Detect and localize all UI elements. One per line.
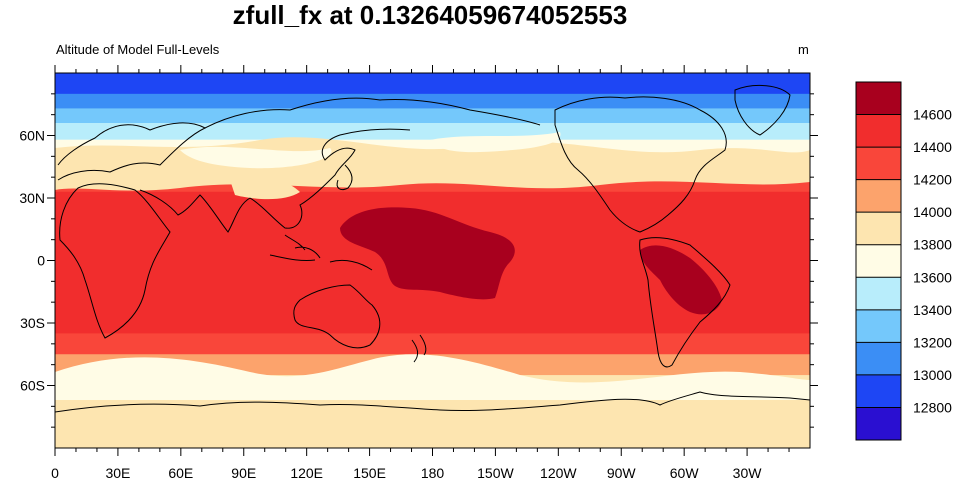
colorbar-swatch [856,114,901,148]
lon-tick-label: 30W [733,465,763,481]
coast-australia [293,284,381,349]
field-band-11 [55,395,810,448]
lon-tick-label: 90W [607,465,637,481]
lat-tick-label: 60S [20,378,45,394]
colorbar-swatch [856,342,901,376]
lon-tick-label: 60W [670,465,700,481]
colorbar-label: 14000 [913,204,952,220]
coast-east-asia [249,128,411,229]
colorbar-swatch [856,82,901,115]
colorbar-label: 14400 [913,139,952,155]
lon-tick-label: 120W [540,465,577,481]
lon-tick-label: 90E [231,465,256,481]
map-title: zfull_fx at 0.13264059674052553 [232,0,628,30]
coast-antarctica [55,391,810,413]
field-band-1 [55,93,810,109]
sh-white-blob [402,358,448,379]
lon-tick-label: 60E [168,465,193,481]
field-band-2 [55,108,810,124]
coast-new-zealand [411,334,427,363]
field-band-0 [55,73,810,95]
field-band-8 [55,333,810,355]
coast-europe [57,122,207,181]
colorbar-label: 12800 [913,399,952,415]
colorbar-swatch [856,374,901,408]
colorbar-swatch [856,147,901,180]
colorbar-swatch [856,212,901,246]
variable-long-name: Altitude of Model Full-Levels [56,42,220,57]
asia-cream-bump [230,175,300,200]
colorbar-swatch [856,244,901,278]
colorbar-label: 13800 [913,237,952,253]
lon-tick-label: 0 [51,465,59,481]
colorbar: 12800 13000 13200 13400 13600 13800 14000 14200… [855,81,952,441]
field-band-3 [55,123,810,141]
coast-south-america [639,237,731,368]
lon-tick-label: 30E [105,465,130,481]
units-label: m [798,42,809,57]
colorbar-label: 14200 [913,172,952,188]
sh-white-blob-2 [300,380,400,396]
colorbar-label: 13000 [913,367,952,383]
colorbar-label: 13600 [913,269,952,285]
colorbar-label: 14600 [913,107,952,123]
coast-arabia-india [139,189,251,233]
lon-tick-label: 150E [353,465,386,481]
lat-tick-label: 0 [37,253,45,269]
coast-arctic-asia [204,97,541,129]
coast-indonesia [269,234,373,271]
nh-white-patches [180,132,561,169]
lon-tick-label: 150W [477,465,514,481]
lat-tick-label: 30S [20,315,45,331]
lat-tick-label: 30N [19,190,45,206]
coast-north-america [554,96,727,233]
colorbar-label: 13200 [913,334,952,350]
colorbar-swatch [856,309,901,343]
colorbar-frame [855,81,902,441]
colorbar-swatch [856,179,901,213]
pacific-max-region [340,207,515,300]
samerica-max-region [640,245,722,315]
lon-tick-label: 180 [421,465,445,481]
coast-japan [336,164,353,191]
coast-greenland [734,84,791,136]
colorbar-swatch [856,277,901,311]
colorbar-label: 13400 [913,302,952,318]
coast-africa [59,183,171,339]
colorbar-swatch [856,407,901,441]
lon-tick-label: 120E [290,465,323,481]
lat-tick-label: 60N [19,128,45,144]
